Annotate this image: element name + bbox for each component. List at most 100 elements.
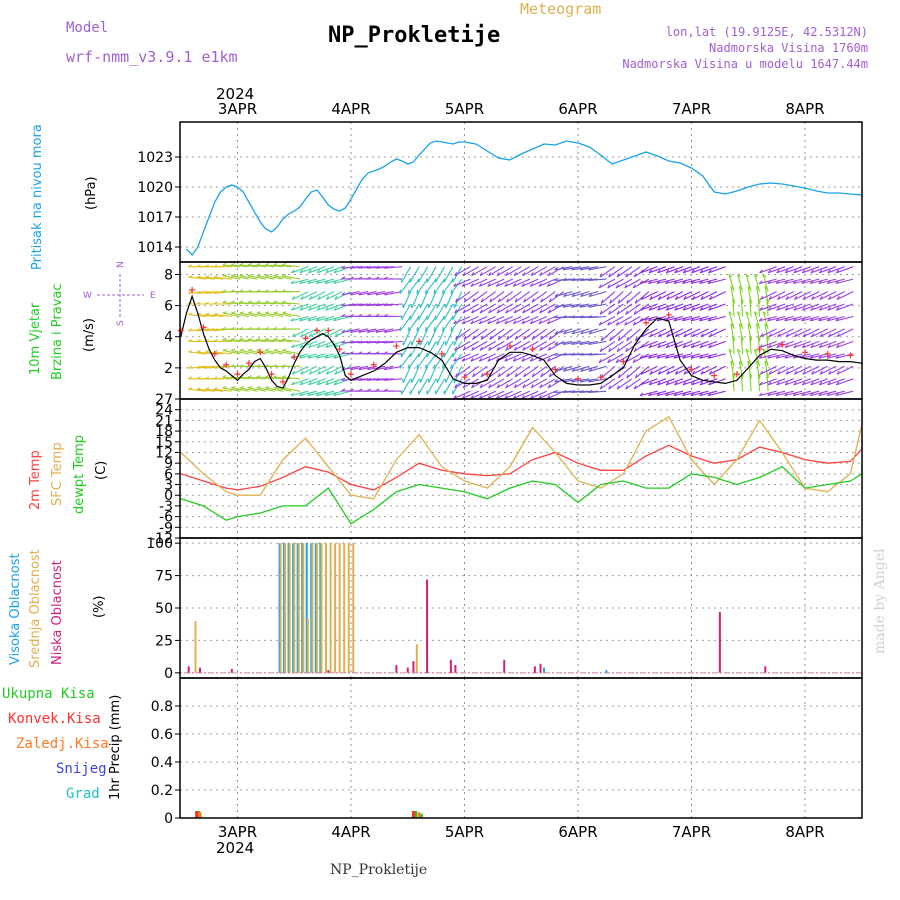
wind-arrow-head [316, 381, 321, 386]
wind-arrow-head [615, 321, 619, 326]
wind-arrow-head [758, 355, 763, 359]
x-tick-label-bottom: 6APR [558, 823, 597, 841]
wind-arrow-head [588, 389, 593, 393]
wind-arrow [488, 378, 505, 389]
wind-arrow [419, 328, 429, 346]
wind-arrow-head [265, 348, 270, 351]
wind-arrow-head [291, 333, 296, 338]
wind-arrow [265, 312, 284, 318]
wind-arrow [196, 314, 215, 318]
wind-arrow [580, 266, 598, 271]
wind-arrow-head [579, 341, 584, 345]
gust-marker [291, 353, 298, 360]
wind-arrow-head [767, 355, 771, 359]
x-tick-label-bottom: 7APR [672, 823, 711, 841]
gust-marker [336, 346, 343, 353]
wind-arrow [540, 328, 556, 340]
wind-arrow [539, 303, 556, 314]
wind-arrow [682, 378, 701, 386]
wind-arrow [513, 303, 531, 314]
wind-arrow [409, 266, 420, 283]
wind-arrow-head [700, 295, 704, 300]
wind-arrow-head [205, 328, 210, 332]
wind-arrow-head [632, 358, 636, 363]
wind-arrow-head [239, 273, 244, 277]
x-tick-label-bottom: 3APR [218, 823, 257, 841]
wind-arrow-head [358, 265, 363, 269]
wind-arrow-head [433, 364, 436, 369]
wind-arrow-head [196, 349, 201, 353]
wind-arrow-head [462, 272, 466, 276]
wind-arrow [222, 312, 241, 318]
wind-arrow-head [247, 289, 252, 293]
wind-arrow-head [497, 373, 501, 378]
wind-arrow [428, 328, 437, 346]
wind-arrow [539, 340, 556, 351]
wind-arrow-head [548, 335, 552, 340]
wind-arrow-head [196, 339, 201, 342]
wind-arrow-head [497, 298, 501, 303]
wind-arrow [649, 291, 667, 300]
wind-arrow [802, 266, 820, 274]
wind-arrow [455, 365, 471, 378]
wind-arrow [745, 311, 752, 330]
x-tick-label-bottom: 5APR [445, 823, 484, 841]
wind-arrow [699, 353, 718, 359]
wind-arrow-head [281, 337, 286, 341]
wind-arrow [299, 266, 318, 274]
wind-arrow-head [334, 295, 338, 300]
wind-arrow [291, 303, 309, 311]
wind-arrow [479, 266, 496, 277]
wind-arrow-head [691, 295, 696, 300]
y-tick-label: 0.8 [151, 699, 173, 715]
wind-arrow [563, 365, 581, 372]
wind-arrow [674, 266, 692, 274]
wind-arrow [333, 390, 352, 397]
wind-arrow [256, 301, 275, 305]
wind-arrow [326, 291, 343, 300]
wind-arrow [616, 378, 633, 390]
wind-arrow [665, 340, 684, 349]
y-tick-label: -3 [159, 499, 173, 515]
y-tick-label: 100 [146, 536, 173, 552]
wind-arrow-head [222, 273, 227, 277]
wind-arrow-head [531, 298, 535, 303]
wind-arrow [571, 378, 590, 383]
wind-arrow [316, 378, 335, 386]
wind-arrow-head [522, 309, 526, 314]
wind-arrow-head [648, 280, 652, 284]
wind-arrow-head [776, 306, 780, 311]
wind-arrow-head [341, 276, 346, 280]
wind-arrow-head [471, 272, 475, 276]
wind-arrow-head [349, 313, 354, 317]
wind-arrow-head [290, 280, 295, 284]
wind-arrow-head [754, 311, 758, 315]
wind-arrow [819, 340, 837, 349]
precip-bar [411, 811, 415, 818]
wind-arrow [291, 266, 309, 274]
wind-arrow [793, 278, 811, 285]
wind-arrow [802, 328, 820, 338]
wind-arrow-head [588, 341, 593, 345]
wind-arrow-head [324, 280, 329, 284]
wind-arrow [747, 360, 752, 379]
wind-arrow [231, 349, 249, 355]
wind-arrow-head [325, 381, 329, 386]
wind-arrow-head [538, 395, 542, 399]
wind-arrow [401, 341, 412, 358]
wind-arrow-head [265, 273, 270, 277]
wind-arrow-head [496, 309, 500, 314]
wind-arrow [759, 303, 777, 311]
wind-arrow-head [230, 300, 235, 304]
wind-arrow-head [248, 273, 253, 277]
wind-arrow [282, 387, 301, 392]
wind-arrow [409, 341, 420, 358]
wind-arrow [443, 341, 454, 358]
wind-arrow-head [674, 381, 678, 386]
wind-arrow-head [205, 290, 210, 294]
wind-arrow-head [366, 340, 371, 344]
wind-arrow-head [802, 295, 806, 300]
wind-arrow [341, 291, 360, 296]
x-tick-label-bottom: 8APR [785, 823, 824, 841]
model-name: wrf-nmm_v3.9.1 e1km [66, 48, 238, 66]
